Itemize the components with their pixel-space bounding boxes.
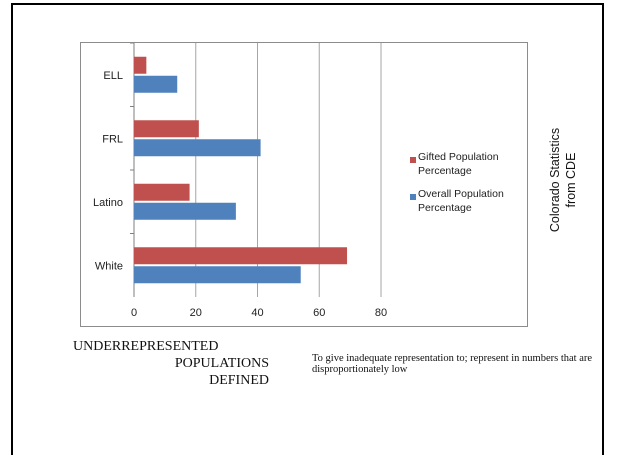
chart-area: 0 20 40 60 80 ELL FRL Latino White Gifted Popula… [80,42,528,327]
definition-text: To give inadequate representation to; re… [312,353,593,375]
bar-gifted [134,183,190,201]
legend-swatch-overall [410,194,416,200]
bar-chart: 0 20 40 60 80 ELL FRL Latino White [93,43,387,319]
slide-frame: 0 20 40 60 80 ELL FRL Latino White Gifted Popula… [11,3,604,455]
bar-gifted [134,120,199,138]
legend-swatch-gifted [410,157,416,163]
bar-overall [134,75,178,93]
x-tick-label: 0 [131,307,137,319]
y-category-label: White [95,260,123,272]
bar-overall [134,202,236,220]
legend-label-overall: Overall Population Percentage [418,188,504,214]
heading-line2: POPULATIONS [174,356,269,371]
x-tick-label: 60 [313,307,325,319]
bar-gifted [134,247,348,265]
y-category-label: ELL [103,70,123,82]
legend-label-gifted: Gifted Population Percentage [418,151,499,177]
source-note-line1: Colorado Statistics [548,127,562,233]
x-tick-label: 40 [251,307,263,319]
bar-overall [134,266,301,284]
x-tick-label: 20 [190,307,202,319]
y-category-label: FRL [102,133,123,145]
bar-overall [134,139,261,157]
heading-line3: DEFINED [209,373,269,388]
x-tick-label: 80 [375,307,387,319]
source-note-line2: from CDE [564,152,578,208]
bar-gifted [134,56,147,74]
y-category-label: Latino [93,197,123,209]
source-note: Colorado Statistics from CDE [533,115,593,245]
heading-line1: UNDERREPRESENTED [73,339,219,354]
